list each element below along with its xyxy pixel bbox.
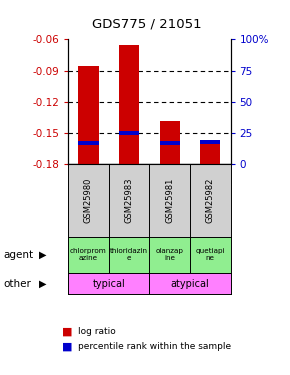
Bar [160,121,180,164]
Text: agent: agent [3,250,33,260]
Text: olanzap
ine: olanzap ine [156,248,184,261]
Bar [119,131,139,135]
Text: GSM25981: GSM25981 [165,178,174,223]
Bar [78,66,99,164]
Text: quetiapi
ne: quetiapi ne [195,248,225,261]
Text: thioridazin
e: thioridazin e [110,248,148,261]
Text: ■: ■ [62,342,73,352]
Text: ▶: ▶ [39,279,47,289]
Text: GSM25980: GSM25980 [84,178,93,223]
Text: ▶: ▶ [39,250,47,260]
Bar [200,141,220,164]
Text: typical: typical [93,279,125,289]
Text: GSM25983: GSM25983 [124,178,134,224]
Text: other: other [3,279,31,289]
Bar [200,140,220,144]
Text: chlorprom
azine: chlorprom azine [70,248,107,261]
Bar [119,45,139,164]
Text: GSM25982: GSM25982 [206,178,215,223]
Text: percentile rank within the sample: percentile rank within the sample [78,342,231,351]
Text: GDS775 / 21051: GDS775 / 21051 [92,18,201,31]
Text: log ratio: log ratio [78,327,116,336]
Bar [160,141,180,145]
Bar [78,141,99,145]
Text: atypical: atypical [171,279,209,289]
Text: ■: ■ [62,327,73,337]
